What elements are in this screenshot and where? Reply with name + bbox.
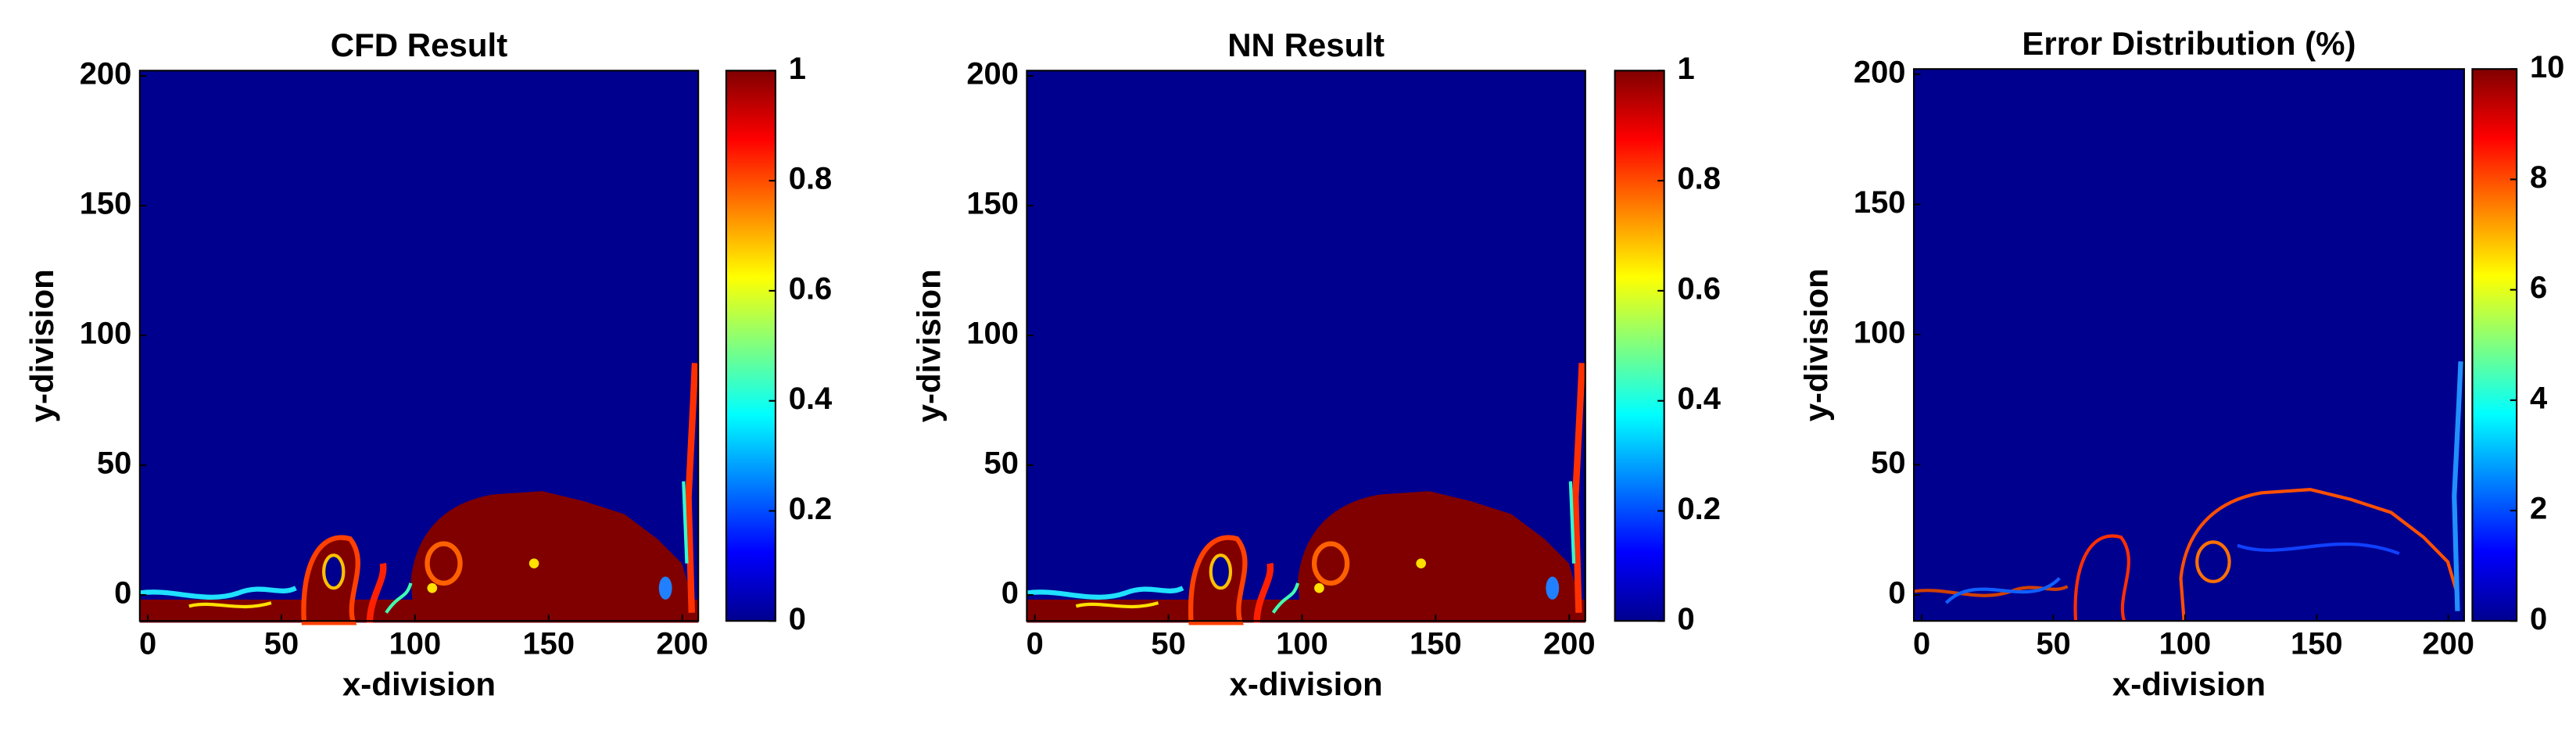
x-axis-label: x-division: [1230, 665, 1383, 702]
y-tick-label: 0: [1888, 575, 1905, 610]
x-tick-label: 100: [1276, 626, 1328, 661]
colorbar-tick-label: 8: [2530, 160, 2547, 195]
chart-title: Error Distribution (%): [2022, 25, 2356, 62]
colorbar-tick-label: 2: [2530, 492, 2547, 526]
colorbar-tick-label: 0: [1677, 602, 1694, 636]
colorbar-tick-label: 0.2: [1677, 492, 1720, 526]
colorbar: [725, 70, 777, 622]
y-tick-label: 200: [80, 57, 132, 91]
colorbar: [2471, 68, 2518, 622]
field: [140, 70, 698, 622]
colorbar-tick-label: 0: [789, 602, 806, 636]
chart-title: NN Result: [1227, 27, 1385, 63]
colorbar-tick-label: 0.4: [1677, 382, 1720, 416]
x-tick-label: 150: [522, 626, 575, 661]
x-tick-label: 200: [1543, 626, 1596, 661]
y-tick-label: 100: [1854, 315, 1906, 349]
y-tick-label: 100: [80, 317, 132, 351]
y-tick-label: 200: [966, 57, 1019, 91]
colorbar-tick-label: 0.8: [789, 162, 832, 196]
x-tick-label: 0: [1913, 626, 1930, 661]
x-tick-label: 200: [656, 626, 708, 661]
colorbar-tick-label: 1: [1677, 52, 1694, 86]
colorbar-tick-label: 0.4: [789, 382, 832, 416]
x-axis-label: x-division: [342, 665, 496, 702]
y-tick-label: 0: [1001, 576, 1019, 611]
colorbar-tick-label: 0.2: [789, 492, 832, 526]
colorbar-tick-label: 4: [2530, 381, 2547, 415]
y-tick-label: 100: [966, 317, 1019, 351]
y-tick-label: 150: [1854, 185, 1906, 220]
x-axis-label: x-division: [2112, 665, 2266, 702]
plot-frame: [138, 70, 700, 622]
x-tick-label: 0: [139, 626, 156, 661]
field: [1914, 69, 2464, 621]
y-axis-label: y-division: [23, 269, 60, 422]
colorbar-tick-label: 0.6: [789, 271, 832, 306]
x-tick-label: 50: [264, 626, 299, 661]
x-tick-label: 50: [1151, 626, 1185, 661]
chart-title: CFD Result: [331, 27, 507, 63]
x-tick-label: 100: [389, 626, 442, 661]
plot-frame: [1026, 70, 1586, 622]
x-tick-label: 0: [1026, 626, 1044, 661]
field: [1026, 70, 1585, 622]
colorbar-tick-label: 0.8: [1677, 162, 1720, 196]
colorbar-tick-label: 0.6: [1677, 271, 1720, 306]
colorbar-tick-label: 10: [2530, 50, 2564, 84]
y-tick-label: 50: [97, 446, 131, 481]
x-tick-label: 50: [2036, 626, 2070, 661]
x-tick-label: 150: [2291, 626, 2343, 661]
plot-frame: [1912, 68, 2465, 622]
x-tick-label: 150: [1410, 626, 1462, 661]
colorbar-tick-label: 1: [789, 52, 806, 86]
y-axis-label: y-division: [1797, 268, 1834, 421]
x-tick-label: 200: [2422, 626, 2474, 661]
x-tick-label: 100: [2159, 626, 2212, 661]
colorbar: [1614, 70, 1665, 622]
colorbar-tick-label: 0: [2530, 602, 2547, 636]
y-tick-label: 50: [984, 446, 1019, 481]
y-tick-label: 150: [80, 187, 132, 221]
y-tick-label: 200: [1854, 55, 1906, 89]
colorbar-tick-label: 6: [2530, 271, 2547, 305]
y-tick-label: 0: [114, 576, 131, 611]
y-axis-label: y-division: [911, 269, 948, 422]
y-tick-label: 150: [966, 187, 1019, 221]
y-tick-label: 50: [1871, 446, 1905, 480]
